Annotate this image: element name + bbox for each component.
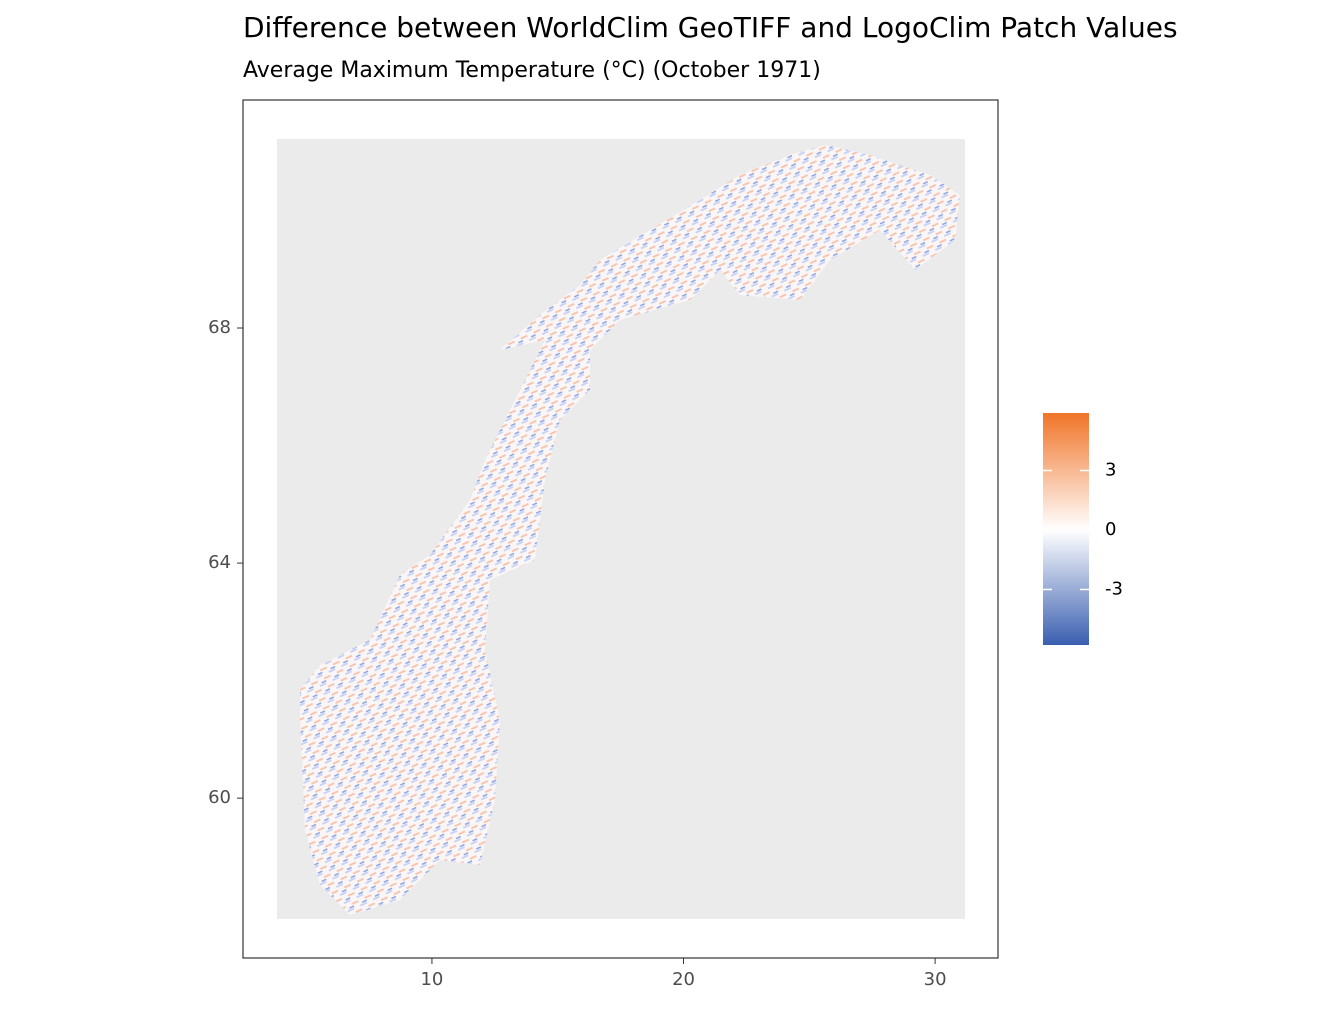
x-tick-label: 10 xyxy=(420,969,443,990)
raster-map xyxy=(300,145,960,915)
colorbar-label: -3 xyxy=(1105,578,1123,599)
y-tick-label: 64 xyxy=(208,552,231,573)
x-tick-label: 20 xyxy=(672,969,695,990)
y-tick-label: 60 xyxy=(208,787,231,808)
colorbar xyxy=(1043,413,1089,645)
y-tick-label: 68 xyxy=(208,317,231,338)
chart-title: Difference between WorldClim GeoTIFF and… xyxy=(243,11,1178,44)
x-tick-label: 30 xyxy=(924,969,947,990)
colorbar-label: 3 xyxy=(1105,460,1116,481)
chart-subtitle: Average Maximum Temperature (°C) (Octobe… xyxy=(243,58,821,83)
colorbar-label: 0 xyxy=(1105,519,1116,540)
